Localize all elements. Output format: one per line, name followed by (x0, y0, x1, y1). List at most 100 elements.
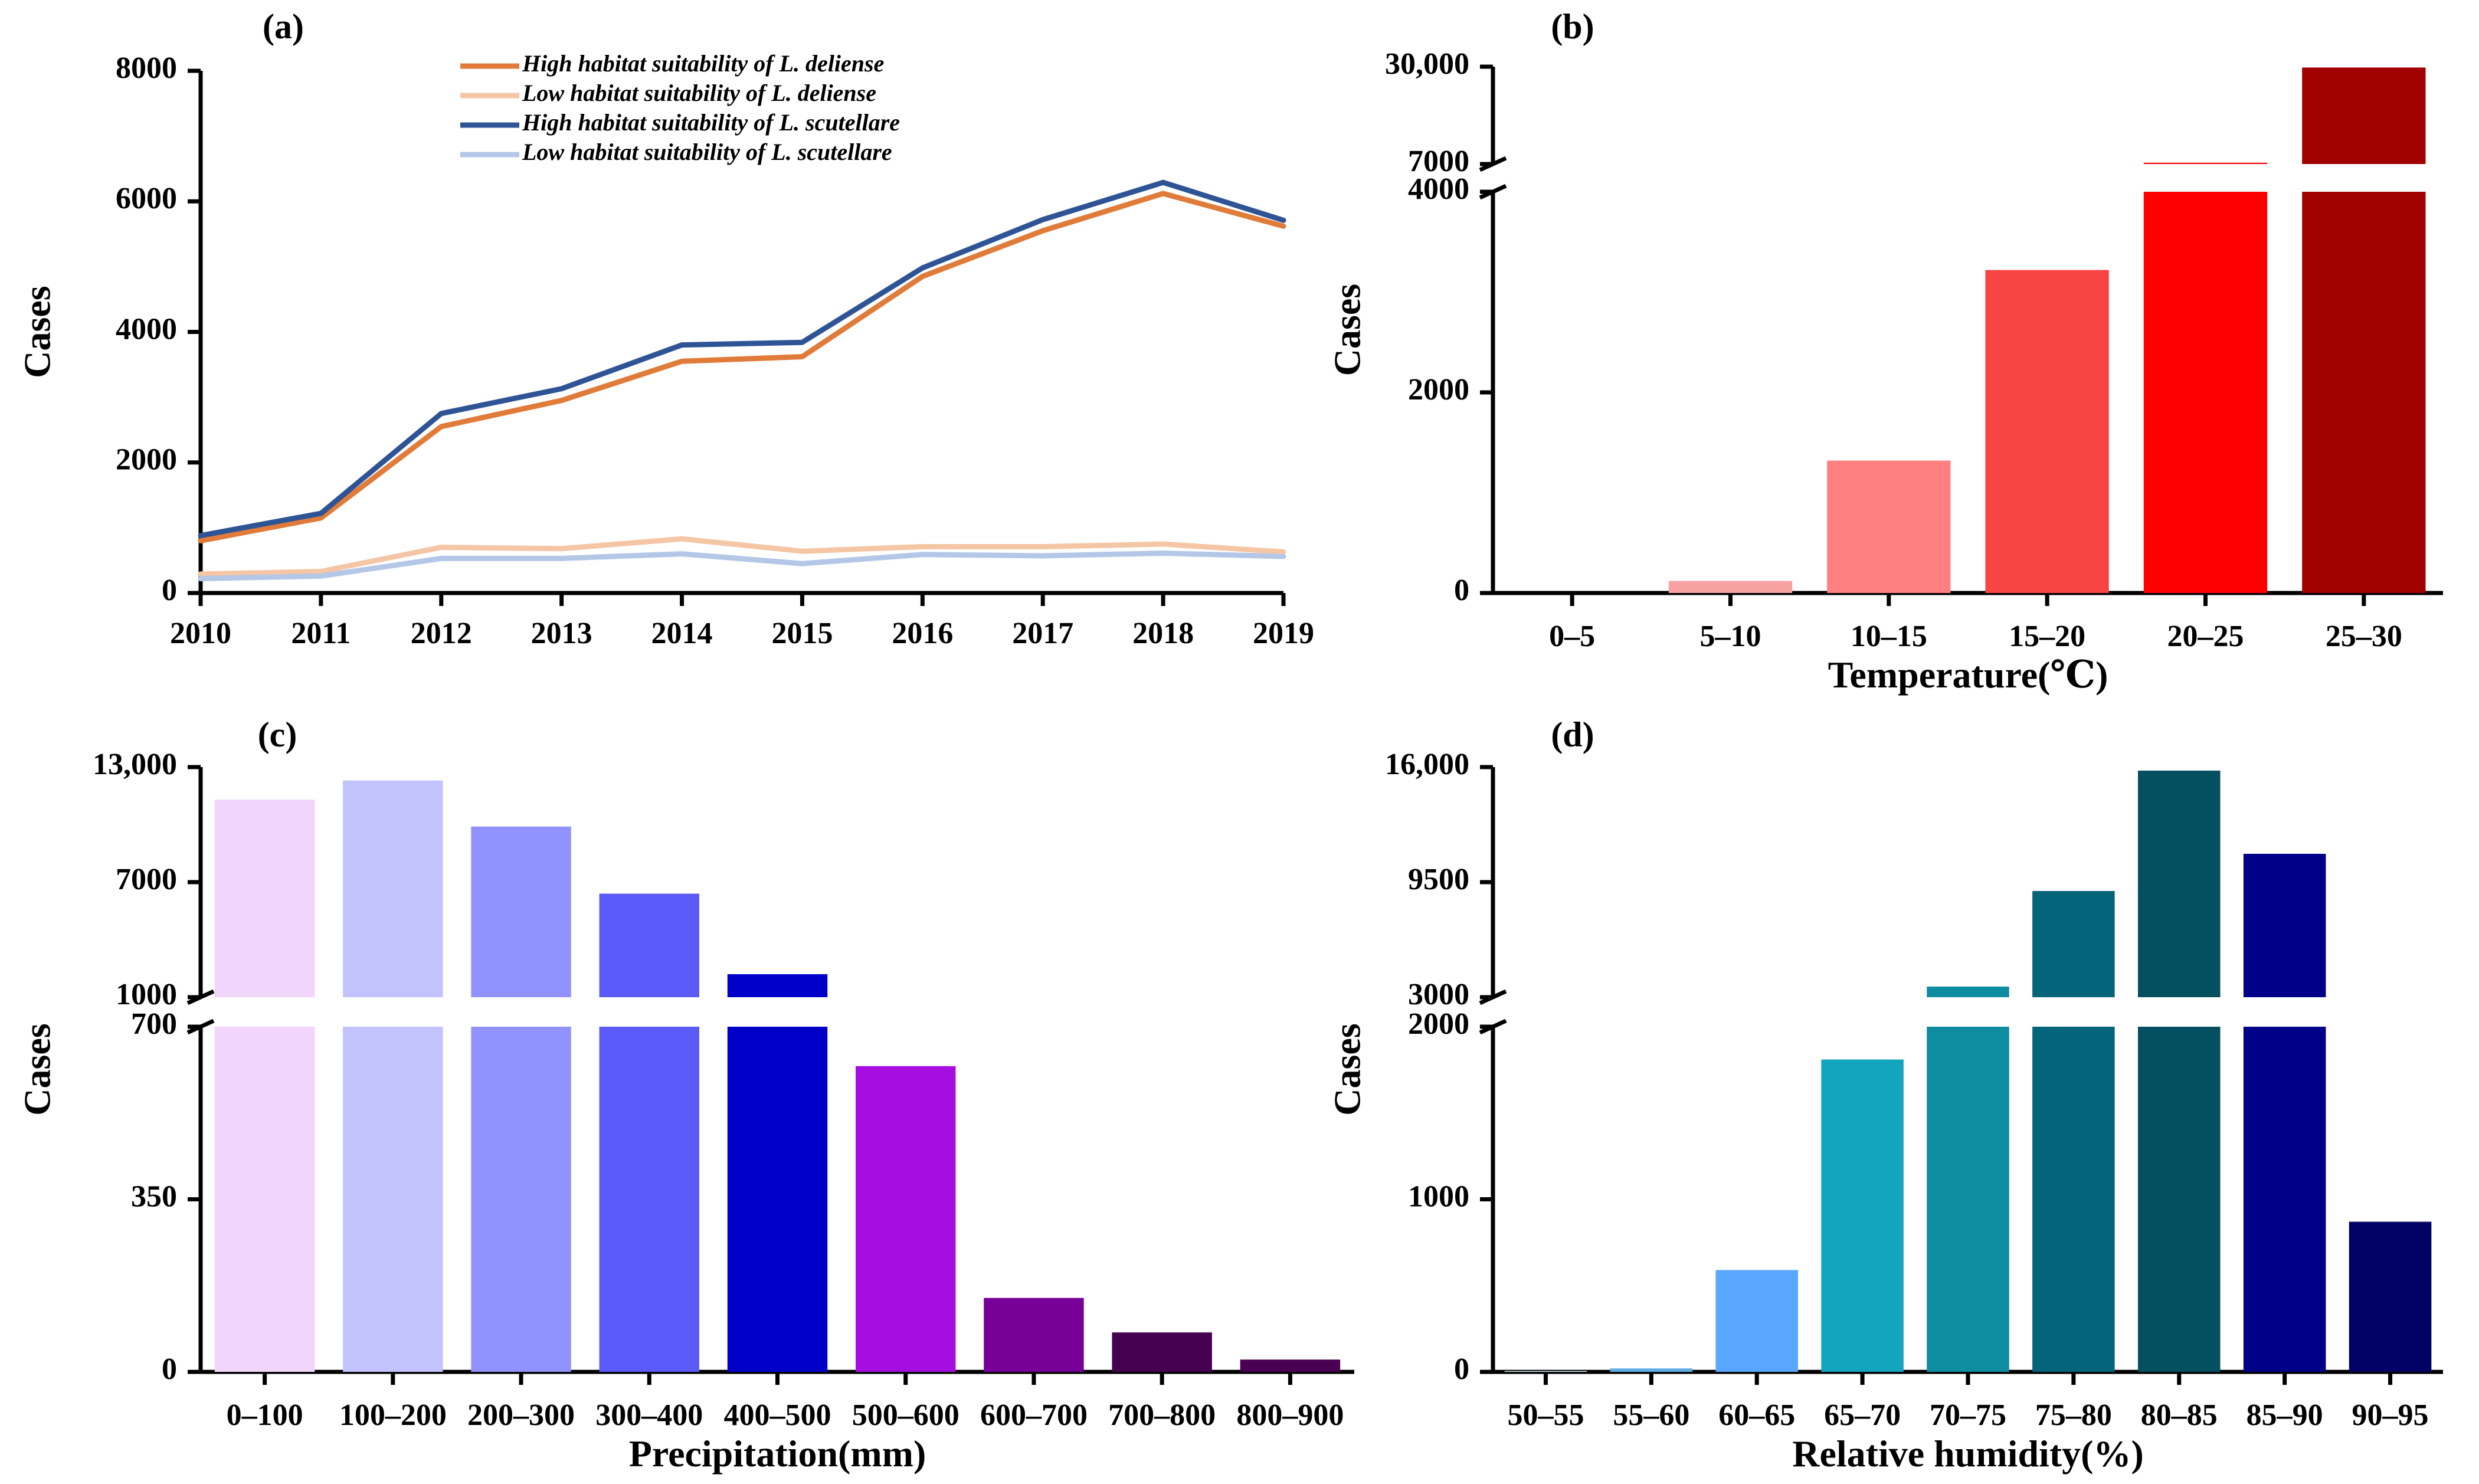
x-tick-label: 200–300 (467, 1398, 575, 1432)
y-tick-label: 2000 (1408, 373, 1469, 407)
bar-upper-8 (2243, 854, 2326, 997)
bar-lower-4 (1821, 1059, 1904, 1372)
bar-upper-4 (599, 893, 699, 997)
bar-lower-3 (471, 1027, 571, 1372)
y-axis-title: Cases (17, 1023, 58, 1115)
bar-lower-5 (727, 1027, 828, 1372)
bar-upper-5 (727, 974, 828, 997)
x-tick-label: 700–800 (1108, 1398, 1216, 1432)
bar-upper-7 (2138, 771, 2221, 997)
y-tick-label: 0 (1454, 574, 1469, 607)
x-tick-label: 2015 (771, 617, 833, 650)
y-axis-title: Cases (1327, 1023, 1368, 1115)
panel-label-b: (b) (1551, 7, 1594, 46)
bar-lower-2 (1668, 581, 1793, 593)
bar-upper-5 (2143, 162, 2268, 164)
bar-upper-2 (343, 780, 443, 997)
bar-lower-4 (1985, 270, 2109, 594)
y-tick-label: 13,000 (93, 748, 177, 781)
x-tick-label: 2013 (531, 617, 592, 650)
legend-label-4: Low habitat suitability of L. scutellare (522, 139, 892, 165)
bar-lower-1 (1504, 1371, 1587, 1372)
x-tick-label: 70–75 (1930, 1398, 2006, 1432)
x-axis-title: Relative humidity(%) (1792, 1433, 2144, 1475)
bar-lower-2 (1610, 1368, 1693, 1372)
y-tick-label: 6000 (116, 182, 177, 215)
legend-label-2: Low habitat suitability of L. deliense (522, 80, 876, 106)
x-tick-label: 65–70 (1824, 1398, 1901, 1432)
bar-lower-6 (2302, 192, 2426, 593)
panel-label-a: (a) (263, 7, 304, 46)
series-line-1 (198, 191, 1286, 543)
bar-upper-3 (471, 826, 571, 997)
series-line-4 (198, 551, 1286, 582)
x-axis-title: Temperature(℃) (1828, 654, 2108, 696)
x-tick-label: 300–400 (595, 1398, 703, 1432)
x-tick-label: 2016 (892, 617, 953, 650)
bar-lower-3 (1827, 460, 1951, 593)
bar-lower-9 (2349, 1221, 2432, 1372)
bar-upper-6 (2032, 891, 2115, 997)
bar-upper-1 (214, 800, 315, 997)
x-tick-label: 15–20 (2009, 620, 2085, 653)
x-tick-label: 50–55 (1507, 1398, 1584, 1432)
y-tick-label: 0 (1454, 1352, 1469, 1386)
bar-lower-7 (984, 1298, 1084, 1372)
x-tick-label: 90–95 (2352, 1398, 2429, 1432)
bar-lower-7 (2138, 1027, 2221, 1372)
x-tick-label: 2011 (291, 617, 351, 650)
y-tick-label: 2000 (116, 443, 177, 477)
y-tick-label: 1000 (116, 978, 177, 1011)
y-tick-label: 0 (162, 1352, 177, 1386)
bar-lower-8 (1112, 1332, 1212, 1372)
x-tick-label: 20–25 (2167, 620, 2244, 653)
bar-lower-1 (214, 1027, 315, 1372)
x-tick-label: 2019 (1253, 617, 1314, 650)
x-tick-label: 2017 (1012, 617, 1073, 650)
x-tick-label: 0–5 (1549, 620, 1595, 653)
x-tick-label: 55–60 (1613, 1398, 1689, 1432)
x-tick-label: 800–900 (1236, 1398, 1344, 1432)
x-tick-label: 0–100 (227, 1398, 303, 1432)
y-axis-title: Cases (1327, 284, 1368, 376)
x-tick-label: 75–80 (2035, 1398, 2112, 1432)
bar-upper-5 (1927, 987, 2009, 997)
y-tick-label: 3000 (1408, 978, 1469, 1011)
x-tick-label: 5–10 (1700, 620, 1761, 653)
x-tick-label: 25–30 (2326, 620, 2402, 653)
x-tick-label: 85–90 (2247, 1398, 2323, 1432)
y-tick-label: 4000 (116, 312, 177, 346)
x-tick-label: 600–700 (980, 1398, 1088, 1432)
y-tick-label: 4000 (1408, 172, 1469, 206)
series-line-2 (198, 536, 1286, 577)
y-tick-label: 350 (131, 1180, 177, 1213)
y-tick-label: 1000 (1408, 1180, 1469, 1213)
y-tick-label: 0 (162, 574, 177, 607)
bar-upper-6 (2302, 67, 2426, 164)
x-tick-label: 10–15 (1851, 620, 1927, 653)
legend-label-3: High habitat suitability of L. scutellar… (522, 109, 900, 136)
x-tick-label: 80–85 (2141, 1398, 2218, 1432)
x-tick-label: 2014 (651, 617, 713, 650)
panel-label-d: (d) (1551, 715, 1594, 754)
x-tick-label: 100–200 (339, 1398, 447, 1432)
y-tick-label: 8000 (116, 51, 177, 85)
y-tick-label: 7000 (116, 863, 177, 896)
x-tick-label: 2010 (170, 617, 231, 650)
bar-lower-8 (2243, 1027, 2326, 1372)
y-tick-label: 9500 (1408, 863, 1469, 896)
panel-a-line-chart: (a) 0 2000 4000 6000 8000 2010 2011 2012 2013 2014… (17, 7, 1314, 650)
bar-lower-5 (1927, 1027, 2009, 1372)
y-axis-title: Cases (17, 286, 58, 378)
bar-lower-6 (856, 1066, 956, 1372)
series-line-3 (198, 179, 1286, 539)
x-tick-label: 60–65 (1718, 1398, 1795, 1432)
bar-lower-2 (343, 1027, 443, 1372)
x-tick-label: 2018 (1132, 617, 1194, 650)
y-tick-label: 2000 (1408, 1007, 1469, 1041)
y-tick-label: 7000 (1408, 145, 1469, 178)
